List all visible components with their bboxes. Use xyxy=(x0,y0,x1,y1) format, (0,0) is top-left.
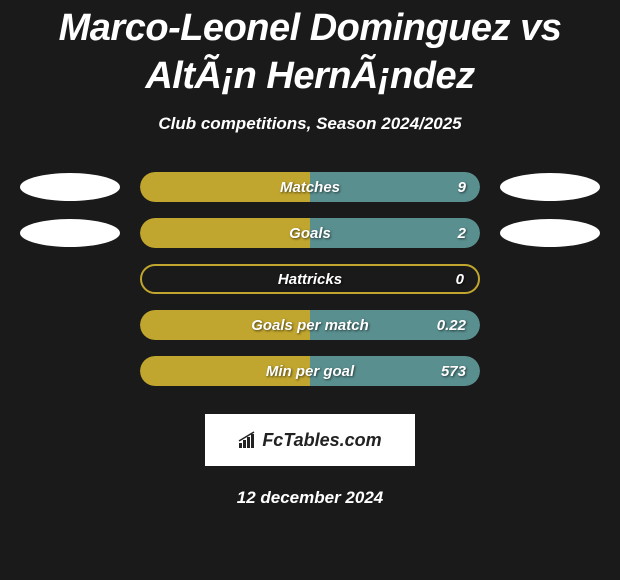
logo-box: FcTables.com xyxy=(205,414,415,466)
bar-fill-left xyxy=(140,218,310,248)
bar-chart-icon xyxy=(238,431,258,449)
left-ellipse xyxy=(20,219,120,247)
stat-value: 0.22 xyxy=(437,317,466,334)
stat-row: Matches 9 xyxy=(0,172,620,202)
logo-text: FcTables.com xyxy=(262,430,381,451)
stat-bar: Hattricks 0 xyxy=(140,264,480,294)
stat-bar: Matches 9 xyxy=(140,172,480,202)
stat-value: 0 xyxy=(456,271,464,288)
bar-fill-right xyxy=(310,218,480,248)
stat-row: Hattricks 0 xyxy=(0,264,620,294)
stat-value: 9 xyxy=(458,179,466,196)
stat-label: Goals xyxy=(289,225,331,242)
stat-label: Matches xyxy=(280,179,340,196)
stat-row: Goals per match 0.22 xyxy=(0,310,620,340)
stat-row: Min per goal 573 xyxy=(0,356,620,386)
left-ellipse xyxy=(20,173,120,201)
comparison-infographic: Marco-Leonel Dominguez vs AltÃ¡n HernÃ¡n… xyxy=(0,0,620,580)
page-title: Marco-Leonel Dominguez vs AltÃ¡n HernÃ¡n… xyxy=(0,0,620,100)
stat-bar: Min per goal 573 xyxy=(140,356,480,386)
right-ellipse xyxy=(500,173,600,201)
stat-label: Goals per match xyxy=(251,317,369,334)
stat-label: Hattricks xyxy=(278,271,342,288)
stat-rows: Matches 9 Goals 2 Hattricks 0 Goals per match 0… xyxy=(0,172,620,386)
stat-bar: Goals per match 0.22 xyxy=(140,310,480,340)
stat-row: Goals 2 xyxy=(0,218,620,248)
right-ellipse xyxy=(500,219,600,247)
stat-value: 573 xyxy=(441,363,466,380)
stat-value: 2 xyxy=(458,225,466,242)
stat-bar: Goals 2 xyxy=(140,218,480,248)
subtitle: Club competitions, Season 2024/2025 xyxy=(0,114,620,134)
stat-label: Min per goal xyxy=(266,363,354,380)
date-text: 12 december 2024 xyxy=(0,488,620,508)
